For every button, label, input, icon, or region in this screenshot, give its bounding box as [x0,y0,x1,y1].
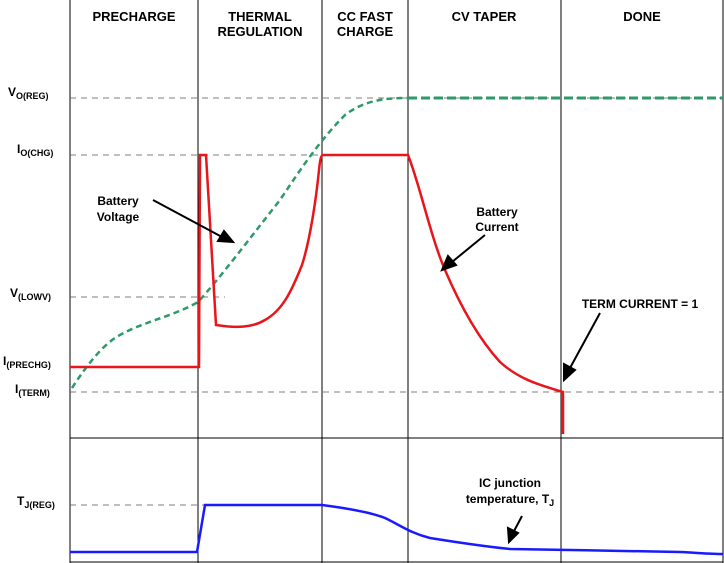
io-chg-label: IO(CHG) [17,142,53,158]
battery-current-arrowhead [440,254,458,272]
battery-current-curve [70,153,565,434]
phase-thermal-label: THERMAL [228,9,292,24]
phase-done-label: DONE [623,9,661,24]
battery-current-annotation: Battery [476,205,518,219]
v-lowv-label: V(LOWV) [10,286,51,302]
phase-thermal-label-line2: REGULATION [218,24,303,39]
term-current-arrowhead [563,362,577,383]
battery-current-arrow [451,234,486,263]
phase-cc-fast-charge-label-line2: CHARGE [337,24,394,39]
i-prechg-label: I(PRECHG) [3,354,51,370]
junction-temp-arrowhead [506,526,520,545]
junction-temp-annotation-line2: temperature, TJ [466,492,554,508]
battery-voltage-curve [70,96,409,389]
battery-voltage-annotation-line2: Voltage [97,210,140,224]
battery-voltage-arrow [152,199,223,238]
tj-reg-label: TJ(REG) [17,494,55,510]
term-current-arrow [569,312,601,369]
i-term-label: I(TERM) [15,382,50,398]
battery-current-annotation-line2: Current [475,220,518,234]
junction-temp-annotation: IC junction [479,476,541,490]
phase-precharge-label: PRECHARGE [92,9,175,24]
diagram-frame [69,0,724,563]
annotation-arrows [152,199,601,545]
junction-temperature-curve [70,503,724,556]
battery-voltage-arrowhead [216,229,236,244]
vo-reg-label: VO(REG) [8,85,49,101]
term-current-annotation: TERM CURRENT = 1 [582,297,699,311]
phase-cv-taper-label: CV TAPER [452,9,517,24]
phase-cc-fast-charge-label: CC FAST [337,9,393,24]
battery-voltage-annotation: Battery [97,194,139,208]
reference-lines [70,97,723,506]
